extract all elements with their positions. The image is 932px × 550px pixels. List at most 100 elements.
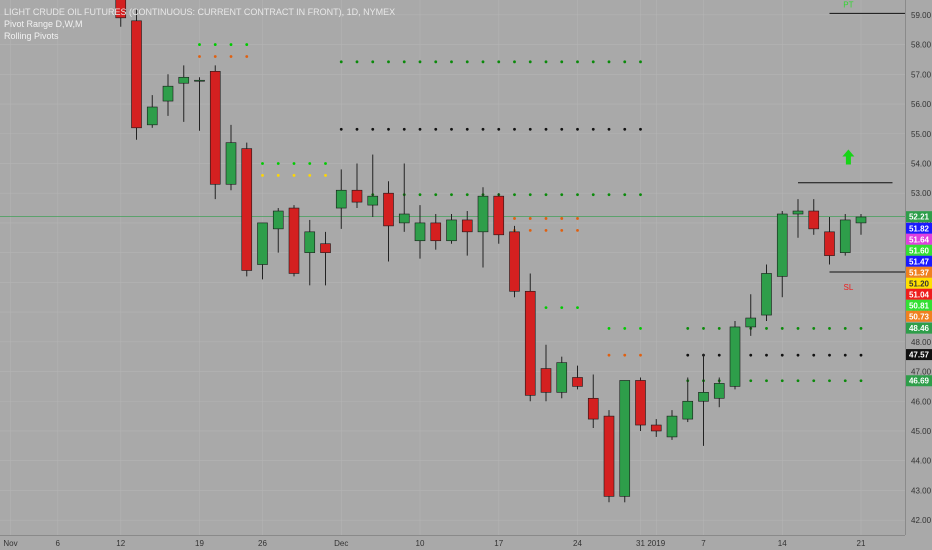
price-tag-text: 51.20 — [909, 279, 930, 288]
candle-body — [446, 219, 457, 242]
candles — [115, 0, 867, 503]
pivot-dot — [591, 193, 595, 197]
candle-body — [131, 20, 142, 129]
price-tag — [906, 310, 932, 322]
study-rolling-pivots[interactable]: Rolling Pivots — [4, 31, 59, 41]
pivot-dot — [623, 60, 627, 64]
pivot-dot — [623, 127, 627, 131]
pivot-dot — [544, 228, 548, 232]
study-pivot-range[interactable]: Pivot Range D,W,M — [4, 19, 83, 29]
candle-body — [335, 189, 347, 209]
y-tick-label: 59.00 — [911, 11, 932, 20]
pivot-dot — [276, 162, 280, 165]
candle-body — [115, 0, 127, 19]
pivot-dot — [686, 353, 690, 357]
candle-body — [493, 195, 505, 236]
pivot-dot — [576, 217, 579, 220]
pivot-dot — [623, 353, 627, 357]
y-tick-label: 42.00 — [911, 516, 932, 525]
candle-body — [320, 243, 331, 253]
pivot-dot — [528, 127, 532, 131]
pivot-dot — [639, 60, 642, 64]
price-tag — [906, 322, 932, 334]
y-tick-label: 53.00 — [911, 189, 932, 198]
x-tick-label: 17 — [494, 539, 503, 548]
pivot-dot — [544, 217, 548, 220]
pivot-dot — [481, 60, 485, 64]
symbol-title[interactable]: LIGHT CRUDE OIL FUTURES (CONTINUOUS: CUR… — [4, 7, 396, 17]
pivot-dot — [387, 60, 390, 64]
pivot-dot — [544, 60, 548, 64]
x-tick-label: 7 — [701, 539, 706, 548]
pivot-dot — [450, 193, 453, 197]
price-tag-text: 48.46 — [909, 324, 930, 333]
time-axis[interactable]: Nov 6 12 19 26 Dec 10 17 24 31 2019 7 14 21 — [0, 535, 932, 550]
candle-body — [257, 222, 268, 265]
candle-body — [146, 106, 158, 126]
markers: PT SL — [842, 0, 855, 292]
pivot-dot — [607, 353, 611, 357]
candle-body — [729, 326, 741, 387]
y-tick-label: 54.00 — [911, 159, 932, 168]
pivot-dot — [544, 127, 548, 131]
candle-body — [587, 397, 599, 420]
marker-label: PT — [843, 0, 853, 9]
pivot-dot — [607, 60, 611, 64]
pivot-dot — [528, 193, 532, 197]
candle-body — [855, 216, 867, 224]
pivot-dot — [324, 162, 327, 165]
pivot-dot — [213, 43, 217, 46]
pivot-dot — [308, 162, 312, 165]
pivot-dot — [418, 60, 422, 64]
candle-body — [225, 142, 237, 185]
pivot-dot — [292, 162, 296, 165]
pivot-dot — [481, 127, 485, 131]
pivot-dot — [229, 55, 233, 58]
pivot-dot — [702, 327, 705, 330]
price-tag — [906, 255, 932, 267]
candle-body — [572, 377, 583, 387]
y-tick-label: 56.00 — [911, 100, 932, 109]
price-tag — [906, 299, 932, 311]
pivot-dot — [765, 353, 768, 357]
pivot-dot — [560, 306, 564, 310]
price-tag — [906, 244, 932, 256]
pivot-dot — [623, 193, 627, 197]
pivot-dot — [796, 327, 800, 330]
price-tag — [906, 375, 932, 387]
pivot-dot — [828, 327, 831, 330]
candle-body — [635, 380, 646, 426]
pivot-dot — [560, 228, 564, 232]
pivot-dot — [560, 60, 564, 64]
pivot-dot — [576, 193, 579, 197]
pivot-dot — [434, 127, 438, 131]
time-axis-bg — [0, 535, 932, 550]
price-tag — [906, 222, 932, 234]
pivot-dot — [198, 43, 201, 46]
pivot-dot — [229, 43, 233, 46]
candle-body — [556, 362, 568, 393]
price-tag-text: 46.69 — [909, 377, 930, 386]
price-tag — [906, 211, 932, 223]
pivot-dot — [450, 60, 453, 64]
price-tag-text: 51.60 — [909, 246, 930, 255]
pivot-dot — [339, 60, 343, 64]
y-tick-label: 46.00 — [911, 397, 932, 406]
pivot-dot — [355, 127, 359, 131]
pivot-dot — [591, 127, 595, 131]
price-tag — [906, 233, 932, 245]
pivot-dot — [796, 379, 800, 383]
pivot-dot — [765, 379, 768, 383]
pivot-dot — [245, 55, 249, 58]
candle-body — [619, 380, 631, 497]
y-tick-label: 58.00 — [911, 41, 932, 50]
pivot-dot — [371, 60, 375, 64]
candle-body — [414, 222, 426, 242]
marker-label: SL — [844, 283, 854, 292]
pivot-dot — [387, 127, 390, 131]
pivot-dot — [812, 353, 816, 357]
pivot-dot — [717, 327, 721, 330]
pivot-dot — [812, 379, 816, 383]
pivot-dot — [513, 217, 516, 220]
